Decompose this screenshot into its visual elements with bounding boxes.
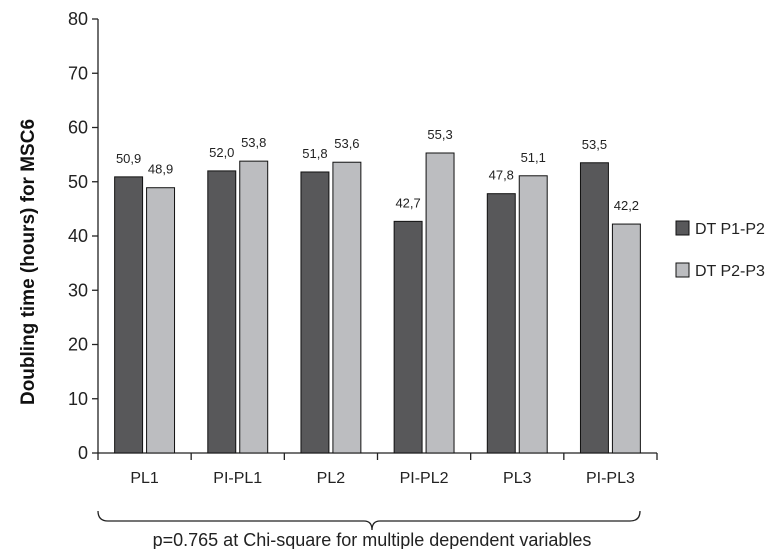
y-tick-label: 70 — [68, 63, 88, 83]
data-label: 47,8 — [489, 168, 514, 183]
y-tick-label: 0 — [78, 443, 88, 463]
bar-dt-p1-p2 — [114, 176, 144, 454]
y-tick-label: 20 — [68, 335, 88, 355]
data-label: 42,2 — [614, 198, 639, 213]
y-tick-label: 50 — [68, 172, 88, 192]
legend: DT P1-P2 DT P2-P3 — [675, 220, 765, 280]
x-tick-label: PL1 — [130, 470, 159, 487]
bars — [114, 152, 641, 454]
data-label: 51,8 — [302, 146, 327, 161]
y-axis: 0 10 20 30 40 50 60 70 80 — [68, 9, 99, 463]
x-tick-label: PL3 — [503, 470, 532, 487]
bar-dt-p1-p2 — [393, 220, 423, 454]
y-tick-label: 40 — [68, 226, 88, 246]
bar-dt-p1-p2 — [207, 170, 237, 454]
bar-dt-p2-p3 — [611, 223, 641, 454]
data-label: 50,9 — [116, 151, 141, 166]
data-label: 53,6 — [334, 136, 359, 151]
bar-dt-p2-p3 — [332, 161, 362, 454]
data-label: 52,0 — [209, 145, 234, 160]
bar-dt-p1-p2 — [486, 193, 516, 454]
y-tick-label: 80 — [68, 9, 88, 29]
bar-dt-p2-p3 — [239, 160, 269, 454]
bar-dt-p2-p3 — [518, 175, 548, 454]
y-tick-label: 30 — [68, 280, 88, 300]
y-tick-label: 10 — [68, 389, 88, 409]
legend-swatch — [675, 220, 690, 236]
data-label: 55,3 — [427, 127, 452, 142]
legend-swatch — [675, 262, 690, 278]
x-tick-label: PI-PL3 — [586, 470, 635, 487]
x-axis-brace — [97, 510, 641, 531]
x-axis: PL1 PI-PL1 PL2 PI-PL2 PL3 PI-PL3 — [97, 452, 658, 487]
data-label: 53,8 — [241, 135, 266, 150]
legend-label: DT P1-P2 — [695, 221, 765, 238]
x-tick-label: PI-PL1 — [213, 470, 262, 487]
legend-label: DT P2-P3 — [695, 263, 765, 280]
x-tick-label: PI-PL2 — [400, 470, 449, 487]
data-labels: 50,9 48,9 52,0 53,8 51,8 53,6 42,7 55,3 47,8 51,1… — [116, 127, 639, 213]
data-label: 51,1 — [521, 150, 546, 165]
data-label: 48,9 — [148, 162, 173, 177]
x-tick-label: PL2 — [317, 470, 346, 487]
y-tick-label: 60 — [68, 118, 88, 138]
bar-dt-p2-p3 — [425, 152, 455, 454]
bar-dt-p2-p3 — [146, 187, 176, 454]
bar-dt-p1-p2 — [579, 162, 609, 454]
footnote: p=0.765 at Chi-square for multiple depen… — [153, 530, 592, 549]
bar-dt-p1-p2 — [300, 171, 330, 454]
data-label: 42,7 — [395, 195, 420, 210]
data-label: 53,5 — [582, 137, 607, 152]
y-axis-title: Doubling time (hours) for MSC6 — [18, 119, 39, 405]
